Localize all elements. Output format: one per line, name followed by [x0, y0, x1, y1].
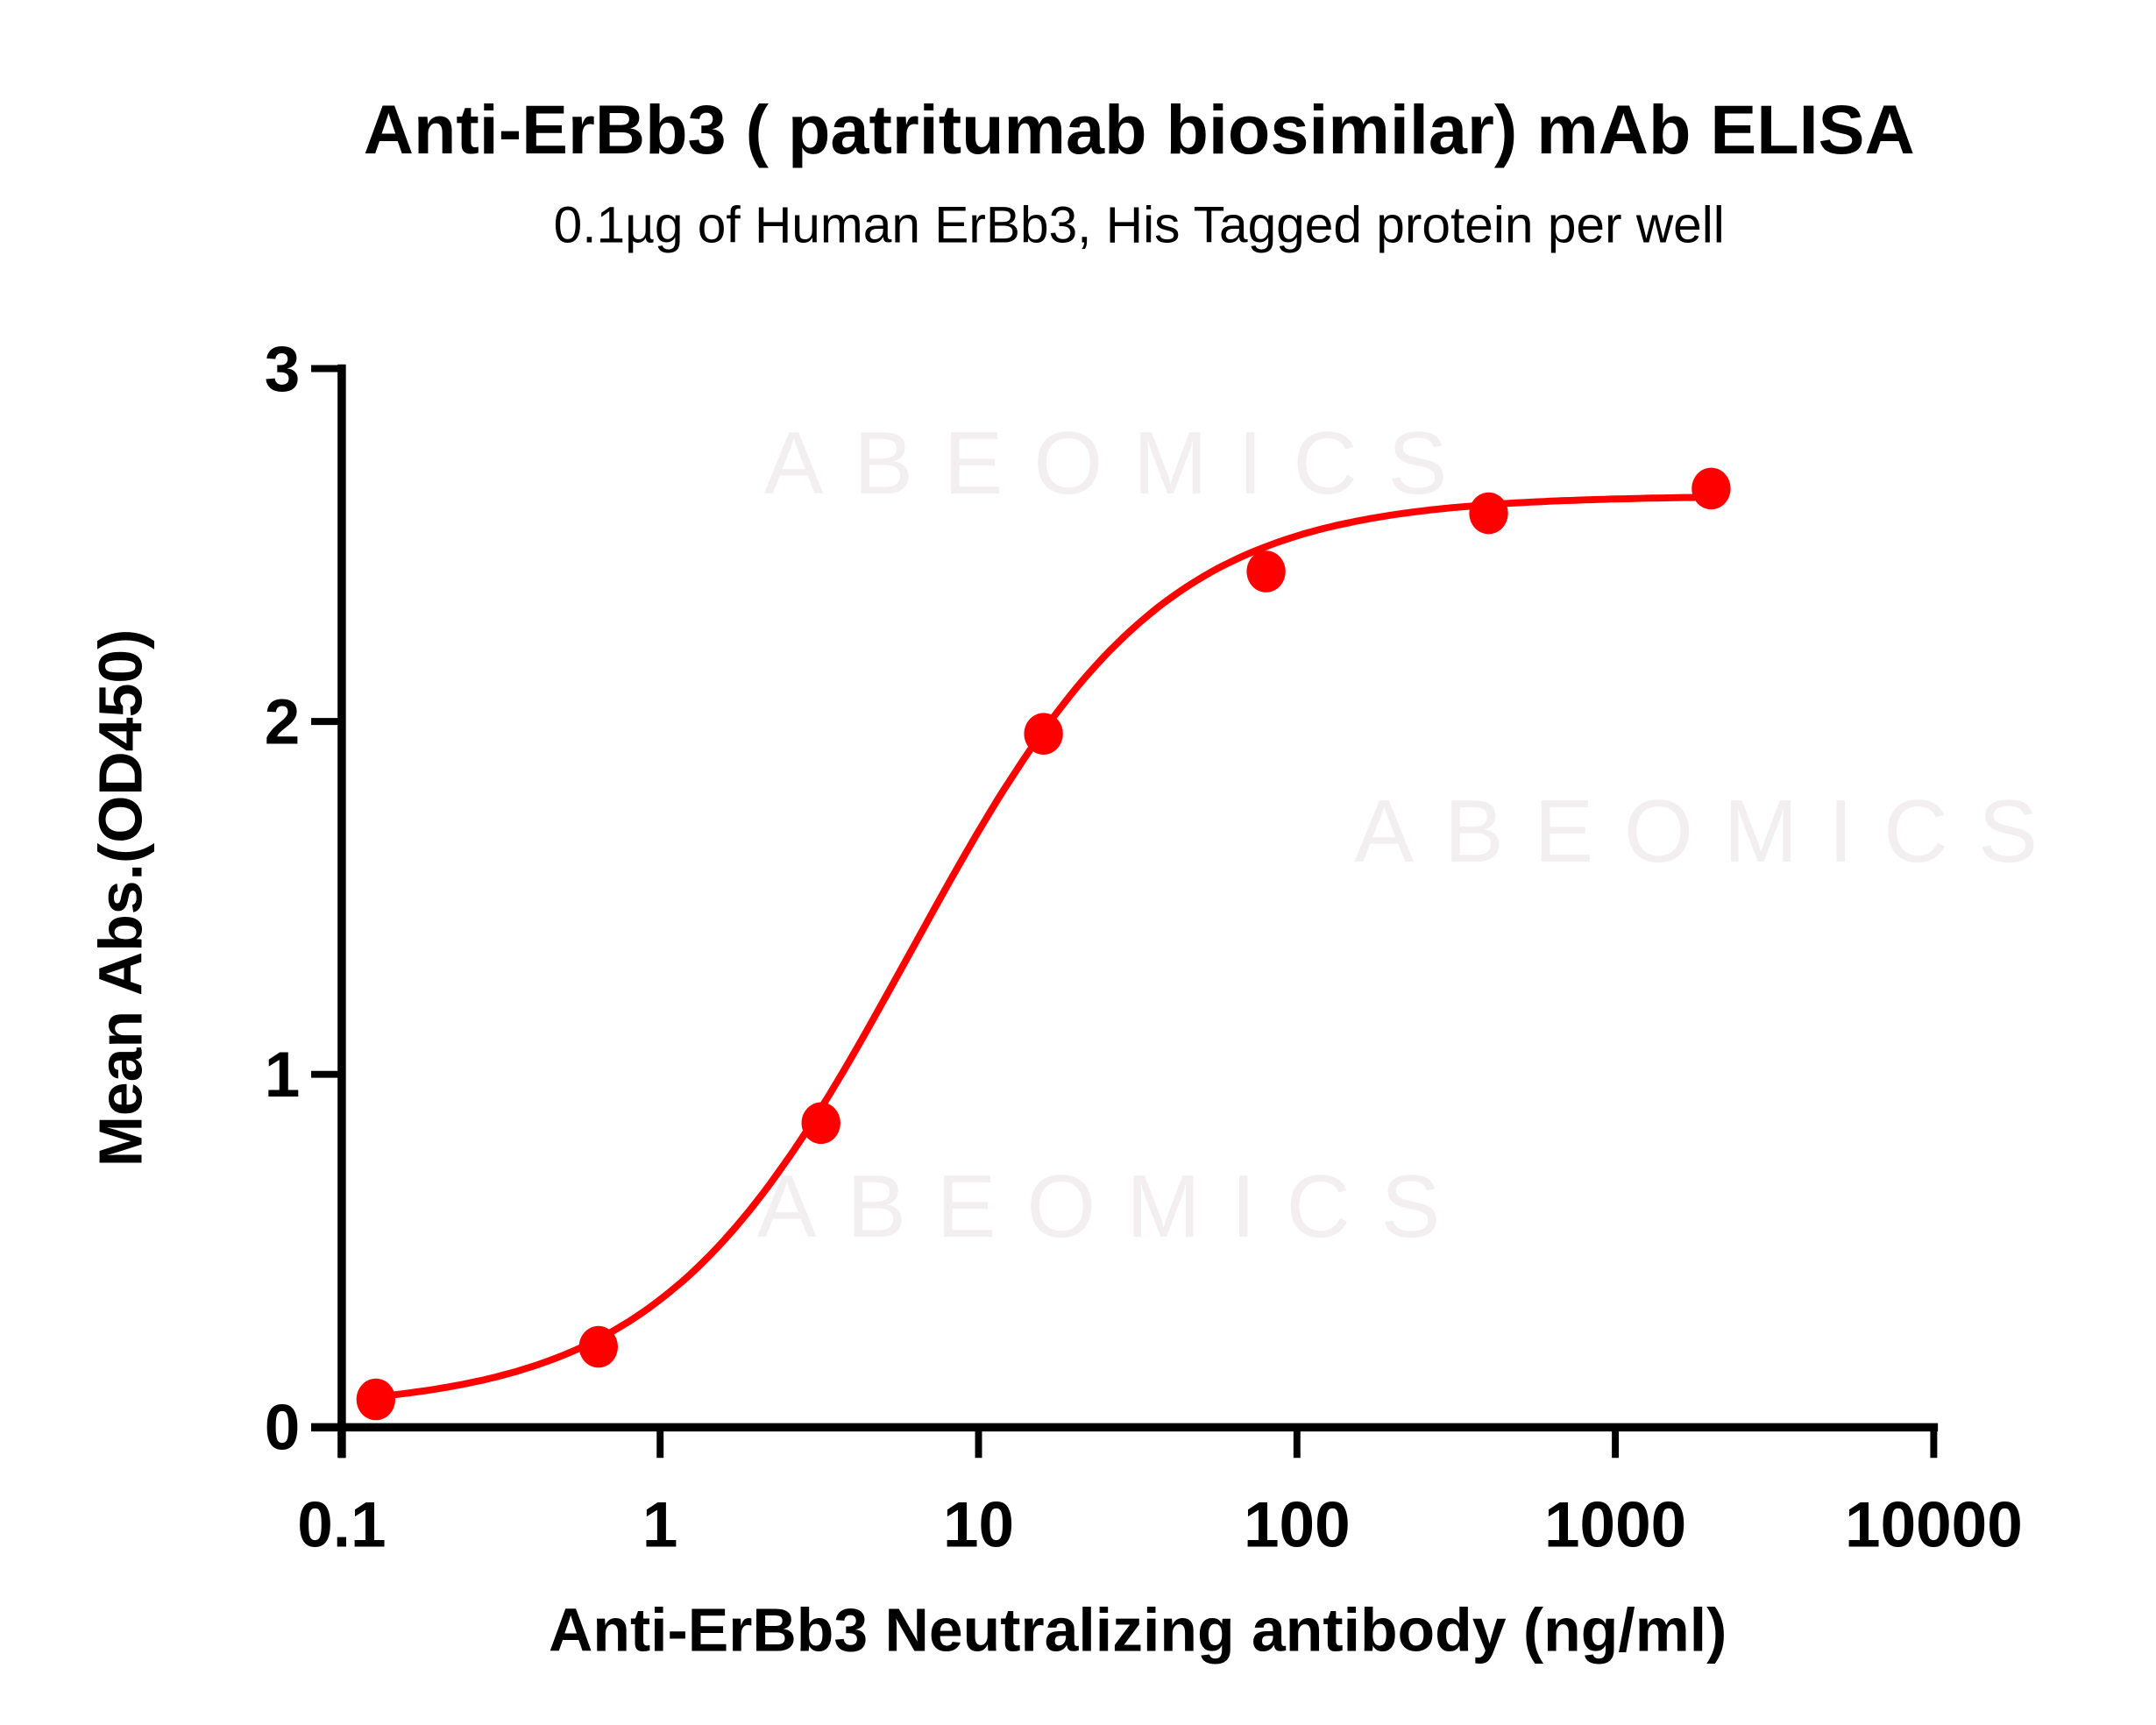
data-point	[801, 1102, 840, 1145]
watermark-text: ABEOMICS	[1354, 782, 2067, 881]
data-point	[1691, 467, 1731, 510]
data-point	[578, 1325, 618, 1368]
watermark-text: ABEOMICS	[757, 1157, 1471, 1256]
x-tick-label: 10000	[1845, 1490, 2023, 1561]
y-tick-label: 2	[265, 686, 301, 757]
data-point	[1024, 713, 1063, 755]
watermark-text: ABEOMICS	[764, 414, 1478, 513]
data-points	[356, 467, 1731, 1421]
x-axis-label: Anti-ErBb3 Neutralizing antibody (ng/ml)	[549, 1596, 1727, 1665]
data-point	[356, 1378, 396, 1421]
x-tick-label: 100	[1244, 1490, 1351, 1561]
x-tick-label: 0.1	[297, 1490, 386, 1561]
data-point	[1246, 550, 1286, 593]
x-tick-label: 10	[943, 1490, 1014, 1561]
y-axis-label: Mean Abs.(OD450)	[87, 629, 155, 1168]
chart-title: Anti-ErBb3 ( patritumab biosimilar) mAb …	[364, 90, 1915, 168]
fit-curve	[375, 493, 1712, 1401]
x-tick-label: 1	[642, 1490, 678, 1561]
x-tick-label: 1000	[1544, 1490, 1686, 1561]
y-tick-label: 0	[265, 1393, 301, 1464]
axes: 0 1 2 3 0.1 1 10 100 1000 10000	[265, 334, 2023, 1561]
chart-subtitle: 0.1µg of Human ErBb3, His Tagged protein…	[554, 196, 1725, 253]
watermarks: ABEOMICS ABEOMICS ABEOMICS	[757, 414, 2067, 1256]
y-tick-label: 1	[265, 1040, 301, 1111]
y-tick-label: 3	[265, 334, 301, 405]
data-point	[1469, 492, 1508, 535]
